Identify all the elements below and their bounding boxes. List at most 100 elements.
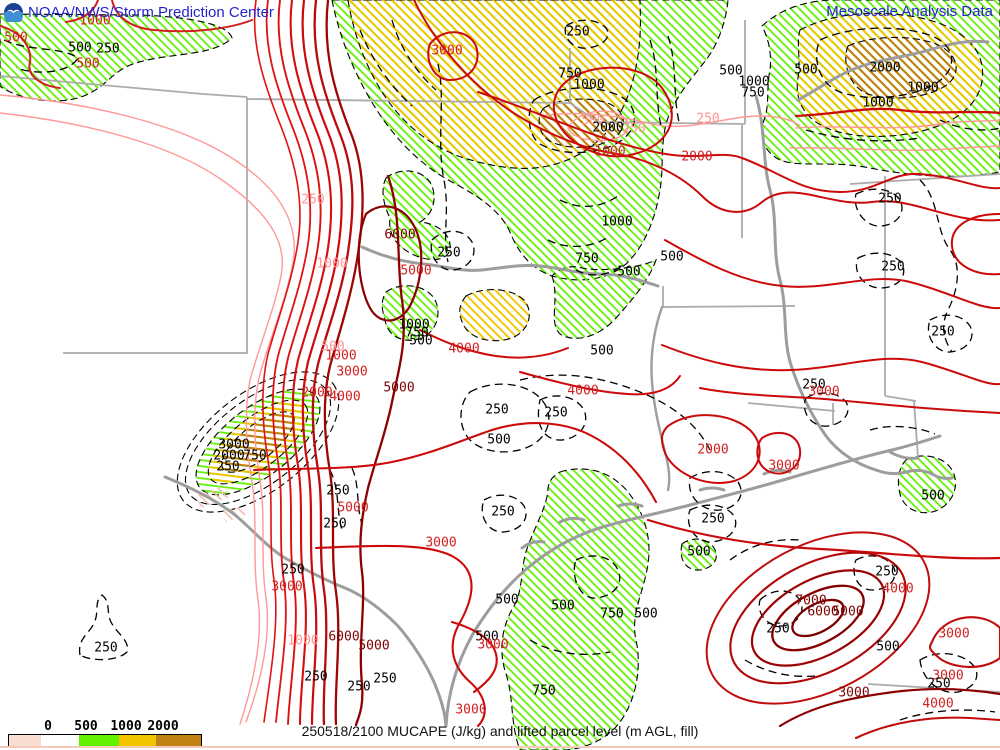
contour-label: 3000 bbox=[271, 579, 303, 595]
contour-label: 500 bbox=[921, 488, 945, 504]
contour-label: 500 bbox=[495, 592, 519, 608]
rivers-coastline bbox=[163, 39, 990, 728]
contour-label: 2000 bbox=[697, 442, 729, 458]
contour-label: 500 bbox=[581, 113, 605, 129]
legend-tick: 0 bbox=[44, 719, 52, 734]
contour-label: 5000 bbox=[383, 380, 415, 396]
legend-segment bbox=[119, 735, 156, 746]
contour-label: 500 bbox=[76, 56, 100, 72]
contour-label: 3000 bbox=[336, 364, 368, 380]
bottom-divider bbox=[0, 746, 1000, 748]
contour-label: 500 bbox=[794, 62, 818, 78]
contour-label: 6000 bbox=[328, 629, 360, 645]
contour-label: 4000 bbox=[329, 389, 361, 405]
contour-label: 500 bbox=[634, 606, 658, 622]
contour-label: 6000 bbox=[384, 227, 416, 243]
noaa-logo-icon bbox=[4, 3, 23, 25]
contour-label: 250 bbox=[326, 483, 350, 499]
contour-label: 1000 bbox=[325, 348, 357, 364]
contour-label: 3000 bbox=[938, 626, 970, 642]
map-caption: 250518/2100 MUCAPE (J/kg) and lifted par… bbox=[301, 723, 699, 739]
contour-label: 750 bbox=[243, 448, 267, 464]
contour-label: 250 bbox=[485, 402, 509, 418]
legend-tick: 1000 bbox=[110, 719, 142, 734]
contour-label: 250 bbox=[437, 245, 461, 261]
contour-label: 5000 bbox=[400, 263, 432, 279]
contour-label: 1000 bbox=[738, 74, 770, 90]
contour-label: 500 bbox=[660, 249, 684, 265]
header-right-title[interactable]: Mesoscale Analysis Data bbox=[826, 3, 993, 20]
contour-label: 500 bbox=[487, 432, 511, 448]
contour-label: 250 bbox=[875, 564, 899, 580]
contour-label: 250 bbox=[96, 41, 120, 57]
contour-label: 3000 bbox=[932, 668, 964, 684]
contour-label: 6000 bbox=[807, 604, 839, 620]
contour-label: 250 bbox=[881, 259, 905, 275]
contour-label: 2000 bbox=[301, 385, 333, 401]
contour-label: 250 bbox=[323, 516, 347, 532]
contour-label: 4000 bbox=[448, 341, 480, 357]
contour-label: 1000 bbox=[398, 317, 430, 333]
contour-label: 1000 bbox=[573, 77, 605, 93]
contour-label: 5000 bbox=[358, 638, 390, 654]
contour-label: 750 bbox=[558, 66, 582, 82]
contour-label: 3000 bbox=[768, 458, 800, 474]
contour-label: 250 bbox=[766, 621, 790, 637]
contour-label: 500 bbox=[687, 544, 711, 560]
lpl-contours bbox=[3, 19, 1000, 721]
contour-label: 5000 bbox=[832, 604, 864, 620]
legend-tick: 2000 bbox=[147, 719, 179, 734]
contour-label: 250 bbox=[878, 191, 902, 207]
contour-label: 4000 bbox=[567, 383, 599, 399]
contour-label: 500 bbox=[617, 264, 641, 280]
contour-label: 500 bbox=[321, 339, 345, 355]
contour-label: 250 bbox=[696, 111, 720, 127]
contour-label: 1000 bbox=[316, 256, 348, 272]
contour-label: 1000 bbox=[594, 144, 626, 160]
contour-label: 3000 bbox=[838, 685, 870, 701]
contour-label: 250 bbox=[931, 324, 955, 340]
contour-label: 250 bbox=[927, 676, 951, 692]
contour-label: 250 bbox=[94, 640, 118, 656]
contour-label: 3000 bbox=[425, 535, 457, 551]
contour-label: 250 bbox=[701, 511, 725, 527]
legend-segment bbox=[9, 735, 41, 746]
site-title[interactable]: NOAA/NWS/Storm Prediction Center bbox=[28, 4, 274, 21]
contour-label: 250 bbox=[491, 504, 515, 520]
contour-label: 3000 bbox=[455, 702, 487, 718]
contour-label: 1000 bbox=[79, 13, 111, 29]
contour-label: 1000 bbox=[601, 214, 633, 230]
contour-label: 500 bbox=[876, 639, 900, 655]
contour-label: 2000 bbox=[213, 448, 245, 464]
contour-label: 500 bbox=[4, 30, 28, 46]
contour-label: 250 bbox=[304, 669, 328, 685]
contour-label: 7000 bbox=[795, 593, 827, 609]
contour-label: 250 bbox=[566, 24, 590, 40]
legend-ticks: 0 500 1000 2000 bbox=[8, 719, 248, 734]
legend-tick: 500 bbox=[74, 719, 98, 734]
contour-label: 1000 bbox=[862, 95, 894, 111]
contour-label: 750 bbox=[741, 85, 765, 101]
contour-label: 2000 bbox=[681, 149, 713, 165]
contour-label: 500 bbox=[551, 598, 575, 614]
contour-label: 1000 bbox=[907, 80, 939, 96]
contour-label: 750 bbox=[532, 683, 556, 699]
contour-label: 750 bbox=[405, 325, 429, 341]
contour-label: 500 bbox=[68, 40, 92, 56]
legend-segment bbox=[79, 735, 119, 746]
contour-label: 250 bbox=[544, 405, 568, 421]
contour-label: 3000 bbox=[808, 384, 840, 400]
contour-label: 3000 bbox=[218, 437, 250, 453]
contour-label: 2000 bbox=[869, 60, 901, 76]
contour-label: 3000 bbox=[431, 43, 463, 59]
header-left: NOAA/NWS/Storm Prediction Center bbox=[4, 3, 274, 25]
contour-label: 750 bbox=[575, 251, 599, 267]
fill-legend: 0 500 1000 2000 bbox=[8, 719, 248, 747]
legend-segment bbox=[41, 735, 79, 746]
contour-label: 250 bbox=[301, 192, 325, 208]
contour-label: 250 bbox=[281, 562, 305, 578]
contour-label: 250 bbox=[622, 121, 646, 137]
